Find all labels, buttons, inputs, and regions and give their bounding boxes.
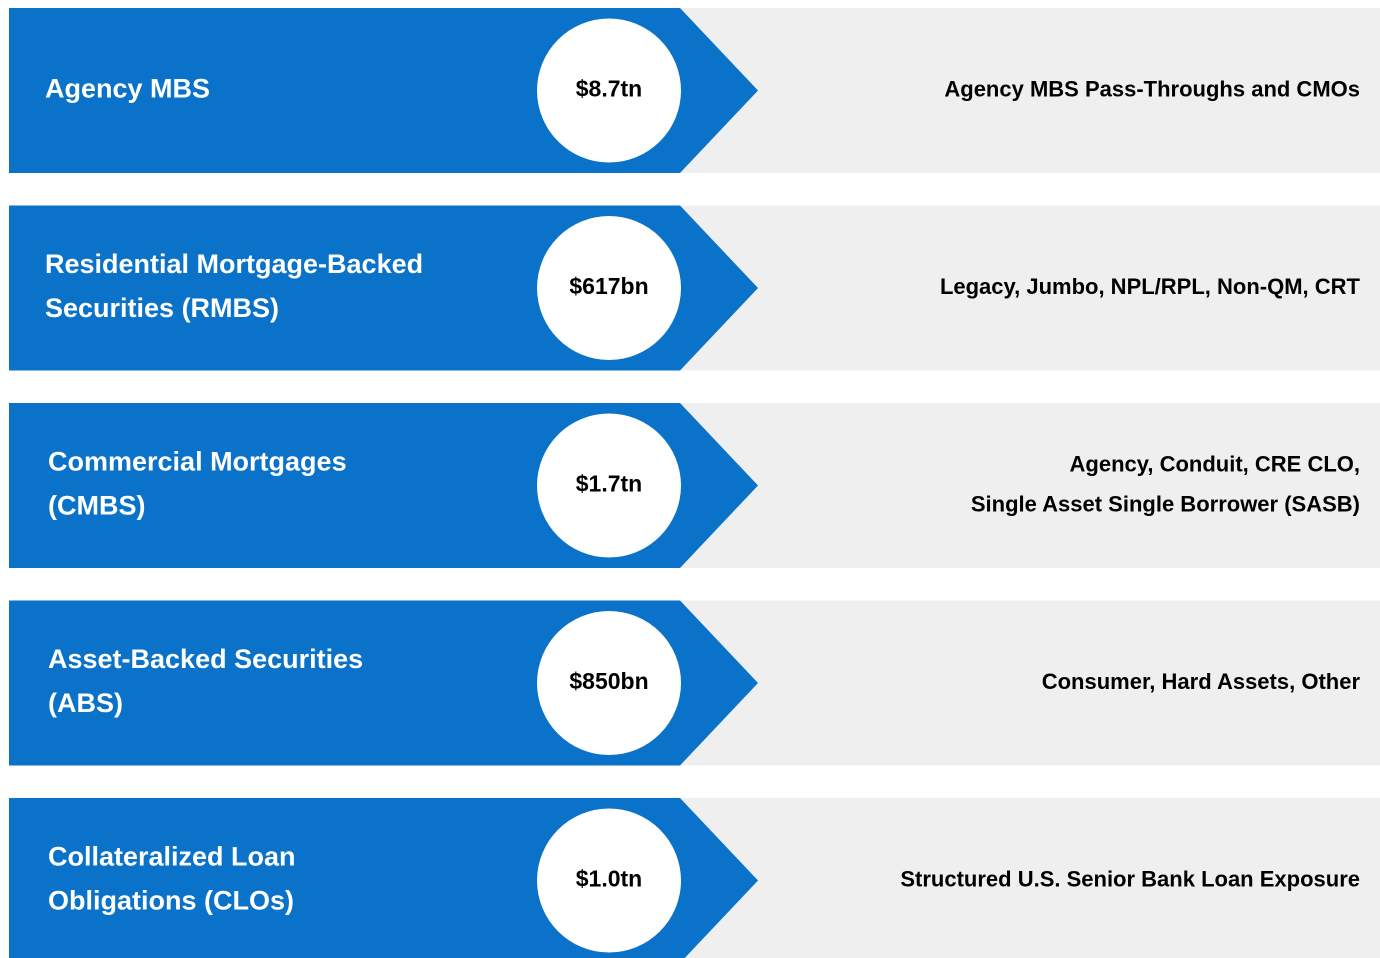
amount-circle — [537, 808, 681, 953]
detail-panel — [680, 600, 1380, 766]
amount-circle — [537, 611, 681, 755]
detail-label: Legacy, Jumbo, NPL/RPL, Non-QM, CRT — [940, 274, 1361, 299]
detail-label: Agency MBS Pass-Throughs and CMOs — [944, 76, 1360, 101]
amount-label: $850bn — [569, 668, 648, 694]
amount-label: $1.7tn — [576, 471, 642, 497]
category-label: (ABS) — [48, 688, 123, 718]
amount-label: $8.7tn — [576, 76, 642, 102]
detail-panel — [680, 205, 1380, 371]
detail-panel — [680, 8, 1380, 173]
detail-panel — [680, 403, 1380, 568]
category-label: Agency MBS — [45, 74, 210, 104]
detail-label: Agency, Conduit, CRE CLO, — [1070, 451, 1360, 476]
category-label: Residential Mortgage-Backed — [45, 249, 423, 279]
category-label: Securities (RMBS) — [45, 293, 279, 323]
category-label: Asset-Backed Securities — [48, 644, 363, 674]
amount-label: $617bn — [569, 273, 648, 299]
detail-label: Single Asset Single Borrower (SASB) — [971, 491, 1360, 516]
category-label: Obligations (CLOs) — [48, 886, 294, 916]
amount-circle — [537, 18, 681, 163]
amount-circle — [537, 216, 681, 360]
category-label: Collateralized Loan — [48, 842, 296, 872]
category-label: Commercial Mortgages — [48, 447, 347, 477]
detail-label: Consumer, Hard Assets, Other — [1042, 669, 1361, 694]
amount-label: $1.0tn — [576, 866, 642, 892]
detail-panel — [680, 798, 1380, 958]
detail-label: Structured U.S. Senior Bank Loan Exposur… — [900, 866, 1360, 891]
amount-circle — [537, 413, 681, 558]
category-label: (CMBS) — [48, 491, 145, 521]
